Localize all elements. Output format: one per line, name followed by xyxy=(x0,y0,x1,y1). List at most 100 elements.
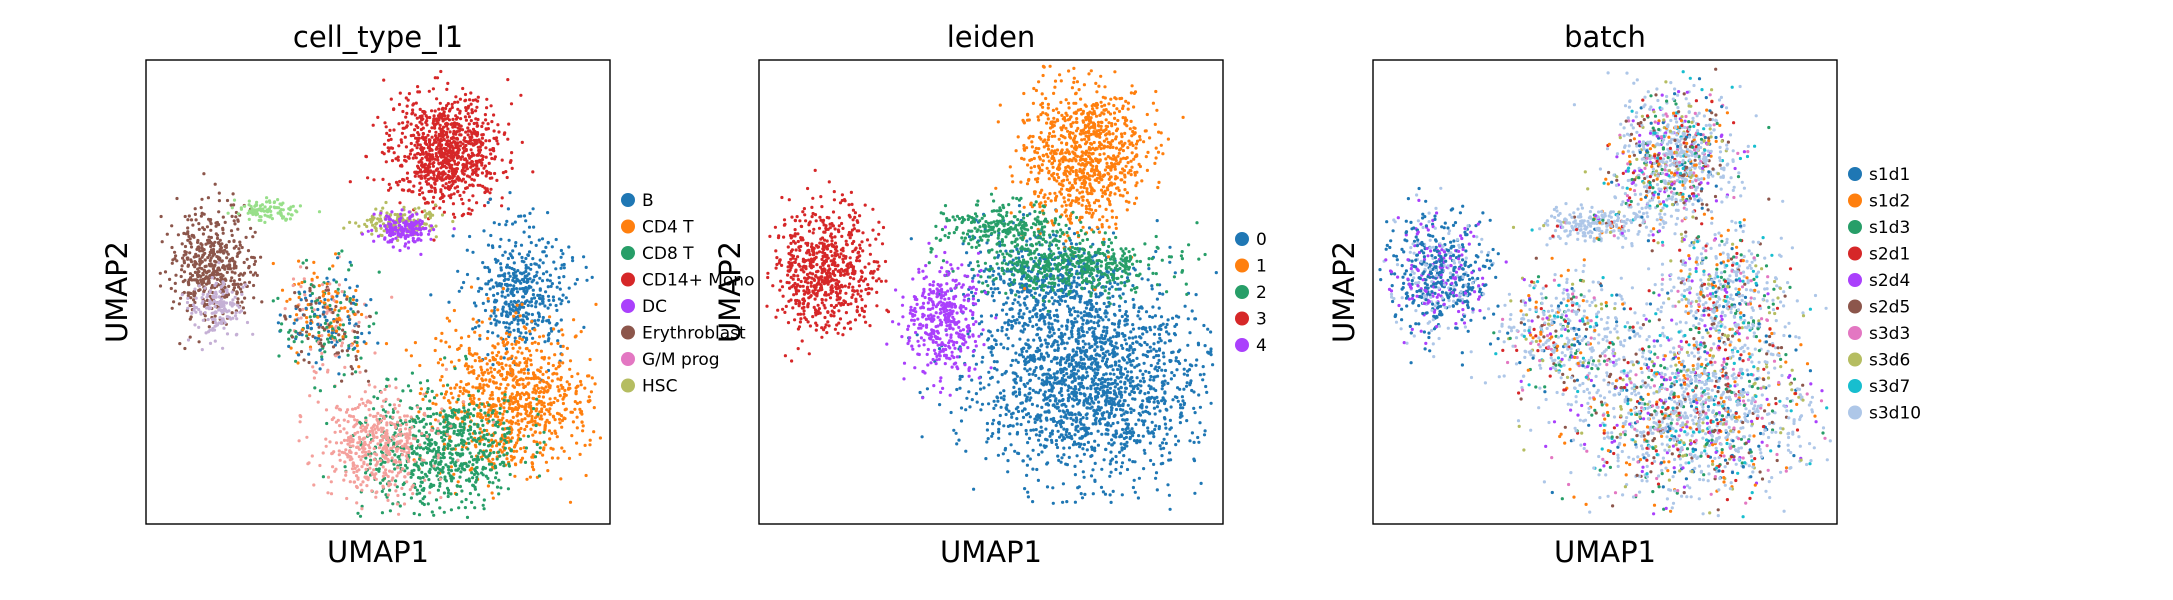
scatter-point xyxy=(398,416,401,419)
scatter-point xyxy=(355,452,358,455)
scatter-point xyxy=(299,204,302,207)
legend-label: HSC xyxy=(642,377,677,397)
scatter-point xyxy=(491,331,494,334)
scatter-point xyxy=(449,406,452,409)
scatter-point xyxy=(186,297,189,300)
scatter-point xyxy=(447,468,450,471)
scatter-point xyxy=(368,450,371,453)
scatter-point xyxy=(448,155,451,158)
scatter-point xyxy=(557,330,560,333)
scatter-point xyxy=(435,450,438,453)
scatter-point xyxy=(299,414,302,417)
scatter-point xyxy=(474,326,477,329)
scatter-point xyxy=(447,301,450,304)
scatter-point xyxy=(385,160,388,163)
scatter-point xyxy=(416,415,419,418)
scatter-point xyxy=(196,268,199,271)
scatter-point xyxy=(561,333,564,336)
scatter-point xyxy=(493,381,496,384)
scatter-point xyxy=(559,477,562,480)
scatter-point xyxy=(407,460,410,463)
scatter-point xyxy=(255,204,258,207)
scatter-point xyxy=(416,238,419,241)
scatter-point xyxy=(483,405,486,408)
scatter-point xyxy=(462,400,465,403)
scatter-point xyxy=(485,418,488,421)
scatter-point xyxy=(391,147,394,150)
scatter-point xyxy=(527,435,530,438)
scatter-point xyxy=(234,311,237,314)
scatter-point xyxy=(344,470,347,473)
scatter-point xyxy=(560,249,563,252)
scatter-point xyxy=(192,293,195,296)
scatter-point xyxy=(219,276,222,279)
scatter-point xyxy=(318,326,321,329)
scatter-point xyxy=(473,331,476,334)
scatter-point xyxy=(475,139,478,142)
scatter-point xyxy=(375,490,378,493)
scatter-point xyxy=(433,448,436,451)
scatter-point xyxy=(1204,344,1207,347)
scatter-point xyxy=(547,403,550,406)
scatter-point xyxy=(279,329,282,332)
scatter-point xyxy=(452,477,455,480)
scatter-point xyxy=(338,424,341,427)
scatter-point xyxy=(384,471,387,474)
scatter-point xyxy=(416,137,419,140)
scatter-point xyxy=(397,513,400,516)
scatter-point xyxy=(352,298,355,301)
scatter-point xyxy=(427,152,430,155)
scatter-point xyxy=(463,415,466,418)
scatter-point xyxy=(505,314,508,317)
scatter-point xyxy=(548,386,551,389)
scatter-point xyxy=(352,295,355,298)
scatter-point xyxy=(428,90,431,93)
scatter-point xyxy=(348,322,351,325)
scatter-point xyxy=(476,412,479,415)
scatter-point xyxy=(423,479,426,482)
scatter-point xyxy=(421,117,424,120)
scatter-point xyxy=(413,154,416,157)
scatter-point xyxy=(549,397,552,400)
scatter-point xyxy=(587,374,590,377)
scatter-point xyxy=(426,390,429,393)
scatter-point xyxy=(352,302,355,305)
scatter-point xyxy=(359,357,362,360)
scatter-point xyxy=(403,493,406,496)
scatter-point xyxy=(452,132,455,135)
scatter-point xyxy=(189,318,192,321)
scatter-point xyxy=(427,178,430,181)
scatter-point xyxy=(424,167,427,170)
scatter-point xyxy=(547,307,550,310)
scatter-point xyxy=(457,394,460,397)
scatter-point xyxy=(510,448,513,451)
scatter-point xyxy=(506,350,509,353)
scatter-point xyxy=(403,475,406,478)
scatter-point xyxy=(458,347,461,350)
scatter-point xyxy=(313,315,316,318)
scatter-point xyxy=(385,451,388,454)
scatter-point xyxy=(506,288,509,291)
scatter-point xyxy=(568,287,571,290)
scatter-point xyxy=(410,496,413,499)
scatter-point xyxy=(489,367,492,370)
scatter-point xyxy=(531,313,534,316)
scatter-point xyxy=(173,257,176,260)
scatter-point xyxy=(355,299,358,302)
scatter-point xyxy=(252,296,255,299)
scatter-point xyxy=(318,334,321,337)
scatter-point xyxy=(311,278,314,281)
scatter-point xyxy=(289,208,292,211)
scatter-point xyxy=(369,401,372,404)
scatter-point xyxy=(207,306,210,309)
scatter-point xyxy=(504,296,507,299)
scatter-point xyxy=(384,444,387,447)
scatter-point xyxy=(528,349,531,352)
scatter-point xyxy=(292,277,295,280)
scatter-point xyxy=(490,463,493,466)
scatter-point xyxy=(174,274,177,277)
scatter-point xyxy=(423,175,426,178)
scatter-point xyxy=(495,299,498,302)
scatter-point xyxy=(415,156,418,159)
scatter-point xyxy=(392,128,395,131)
